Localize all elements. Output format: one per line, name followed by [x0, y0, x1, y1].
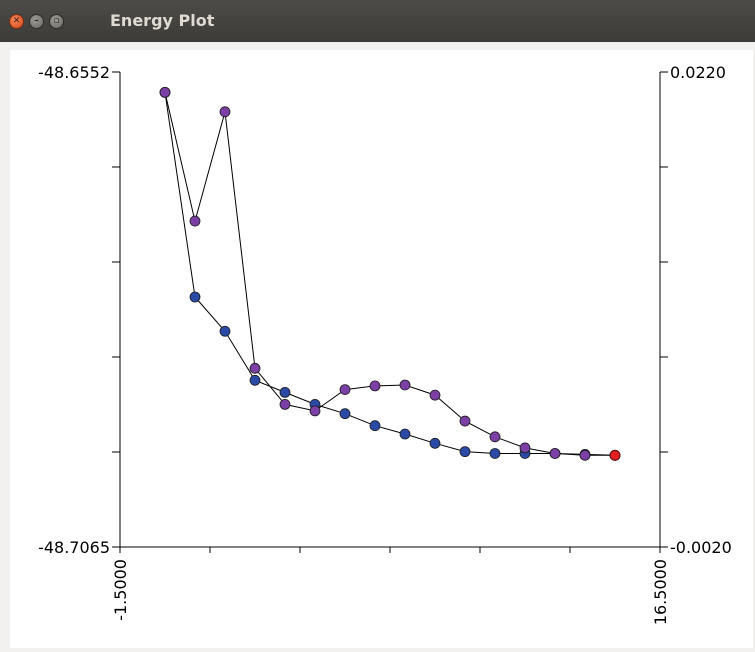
- maximize-button[interactable]: ▫: [49, 14, 64, 29]
- series-2-point: [219, 106, 231, 118]
- final-point: [609, 449, 621, 461]
- energy-chart: -48.6552 -48.7065 0.0220 -0.0020 -1.5000 16.5…: [38, 63, 732, 625]
- series-2-point: [579, 449, 591, 461]
- series-2-point: [279, 399, 291, 410]
- minimize-icon: –: [34, 16, 39, 26]
- series-2-line: [164, 92, 615, 456]
- series-2-point: [339, 384, 351, 395]
- series-1-point: [399, 428, 411, 440]
- series-2-point: [249, 362, 261, 374]
- series-2-point: [189, 215, 201, 227]
- title-bar[interactable]: ✕ – ▫ Energy Plot: [0, 0, 755, 42]
- series-1-point: [219, 325, 231, 337]
- series-2-point: [429, 389, 441, 401]
- series-1-point: [339, 408, 351, 420]
- series-1-point: [249, 374, 261, 386]
- series-2-point: [369, 380, 381, 392]
- window-title: Energy Plot: [110, 11, 215, 30]
- x-tick-label-right: 16.5000: [651, 559, 670, 625]
- y2-tick-label-top-right: 0.0220: [670, 63, 726, 82]
- series-1-point: [489, 448, 501, 459]
- maximize-icon: ▫: [53, 16, 60, 26]
- x-tick-label-left: -1.5000: [111, 559, 130, 621]
- series-1-point: [369, 420, 381, 432]
- series-2-point: [309, 405, 321, 417]
- series-2-point: [489, 431, 501, 443]
- series-2-point: [549, 448, 561, 459]
- series-2-point: [519, 442, 531, 454]
- y-tick-label-top-left: -48.6552: [38, 63, 110, 82]
- plot-area: -48.6552 -48.7065 0.0220 -0.0020 -1.5000 16.5…: [10, 50, 753, 648]
- series-1-point: [279, 386, 291, 398]
- series-2-point: [399, 379, 411, 391]
- series-1-point: [429, 437, 441, 449]
- series-2-point: [159, 86, 171, 98]
- y2-tick-label-bottom-right: -0.0020: [670, 538, 732, 557]
- series-1-line: [164, 92, 616, 456]
- series-2-point: [459, 415, 471, 427]
- y-tick-label-bottom-left: -48.7065: [38, 538, 110, 557]
- close-button[interactable]: ✕: [9, 14, 24, 29]
- series-1-point: [189, 291, 201, 303]
- close-icon: ✕: [12, 16, 21, 26]
- series-1-point: [459, 446, 471, 458]
- minimize-button[interactable]: –: [29, 14, 44, 29]
